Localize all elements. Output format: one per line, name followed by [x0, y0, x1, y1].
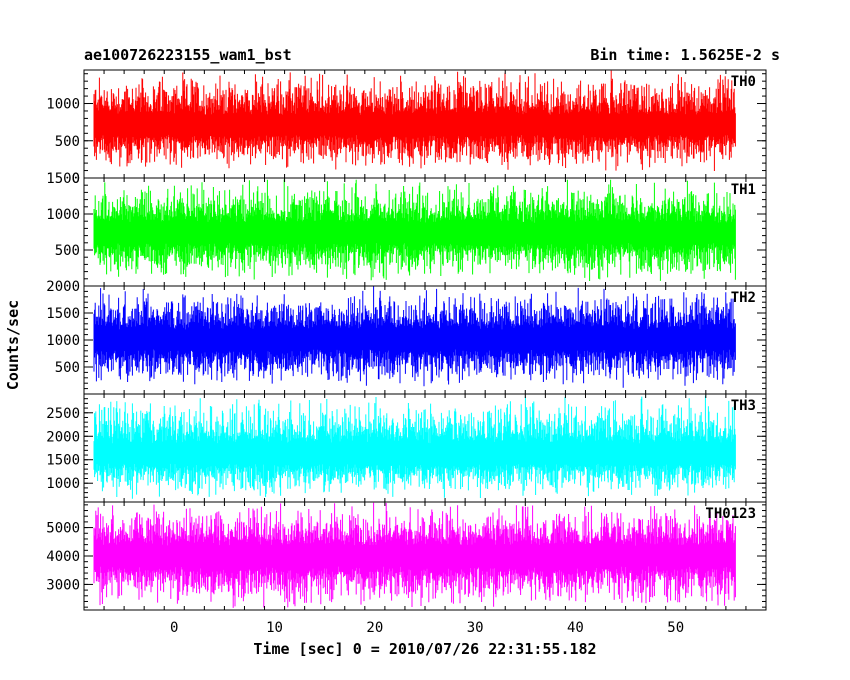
x-tick-label: 0: [170, 620, 178, 636]
series-th2-line: [93, 286, 736, 388]
chart-title-left: ae100726223155_wam1_bst: [84, 46, 292, 64]
panel-th0123: 3000 4000 5000 TH0123: [46, 501, 767, 611]
y-tick-label: 500: [55, 360, 80, 376]
x-axis-label: Time [sec] 0 = 2010/07/26 22:31:55.182: [253, 640, 596, 658]
y-tick-label: 1500: [46, 171, 80, 187]
chart-title-right: Bin time: 1.5625E-2 s: [590, 46, 780, 64]
y-tick-label: 1000: [46, 333, 80, 349]
x-axis: 0 10 20 30 40 50: [170, 620, 684, 636]
y-tick-label: 2500: [46, 406, 80, 422]
y-tick-label: 500: [55, 134, 80, 150]
series-th1-line: [93, 179, 736, 281]
y-tick-label: 1000: [46, 207, 80, 223]
x-tick-label: 10: [266, 620, 283, 636]
y-tick-label: 1000: [46, 97, 80, 113]
y-tick-label: 3000: [46, 577, 80, 593]
y-tick-label: 5000: [46, 521, 80, 537]
panel-label-th1: TH1: [731, 182, 756, 198]
panel-th3: 1000 1500 2000 2500 TH3: [46, 393, 767, 503]
y-tick-label: 500: [55, 243, 80, 259]
y-axis-label: Counts/sec: [4, 300, 22, 390]
panel-th0: 0 500 1000 TH0: [46, 69, 767, 187]
series-th3-line: [93, 395, 736, 499]
panel-label-th3: TH3: [731, 398, 756, 414]
y-tick-label: 4000: [46, 549, 80, 565]
panel-th2: 500 1000 1500 2000 TH2: [46, 279, 767, 395]
y-tick-label: 2000: [46, 279, 80, 295]
x-tick-label: 40: [567, 620, 584, 636]
panel-label-th0: TH0: [731, 74, 756, 90]
x-tick-label: 20: [366, 620, 383, 636]
x-tick-label: 30: [467, 620, 484, 636]
series-th0123-line: [93, 502, 736, 608]
y-tick-label: 1500: [46, 306, 80, 322]
series-th0-line: [93, 70, 736, 171]
y-tick-label: 2000: [46, 429, 80, 445]
y-tick-label: 1000: [46, 476, 80, 492]
panels-group: 0 500 1000 TH0 500 1000 1500 TH1 500 1000 1500 2000…: [46, 69, 767, 611]
y-tick-label: 0: [72, 171, 80, 187]
panel-label-th2: TH2: [731, 290, 756, 306]
x-tick-label: 50: [667, 620, 684, 636]
panel-th1: 500 1000 1500 TH1: [46, 171, 767, 287]
y-tick-label: 1500: [46, 453, 80, 469]
panel-label-th0123: TH0123: [705, 506, 756, 522]
